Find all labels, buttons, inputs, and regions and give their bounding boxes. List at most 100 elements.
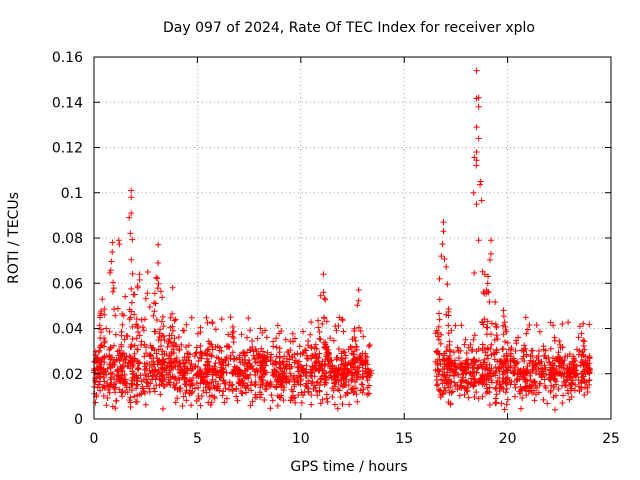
data-point [218, 316, 225, 323]
data-point [329, 385, 336, 392]
data-point [123, 353, 130, 360]
data-point [463, 379, 470, 386]
data-point [436, 388, 443, 395]
data-point [312, 341, 319, 348]
data-point [571, 387, 578, 394]
data-point [142, 363, 149, 370]
data-point [128, 341, 135, 348]
data-point [191, 385, 198, 392]
data-point [200, 387, 207, 394]
data-point [143, 360, 150, 367]
data-point [139, 324, 146, 331]
data-point [449, 360, 456, 367]
data-point [516, 388, 523, 395]
data-point [439, 380, 446, 387]
data-point [564, 387, 571, 394]
data-point [555, 349, 562, 356]
data-point [492, 385, 499, 392]
data-point [158, 318, 165, 325]
data-point [552, 406, 559, 413]
data-point [493, 323, 500, 330]
data-point [113, 372, 120, 379]
data-point [580, 337, 587, 344]
data-point [194, 330, 201, 337]
data-point [167, 338, 174, 345]
data-point [245, 360, 252, 367]
data-point [556, 370, 563, 377]
data-point [488, 237, 495, 244]
data-point [524, 326, 531, 333]
data-point [493, 332, 500, 339]
data-point [101, 353, 108, 360]
data-point [578, 384, 585, 391]
data-point [438, 376, 445, 383]
data-point [575, 377, 582, 384]
data-point [470, 189, 477, 196]
data-point [338, 350, 345, 357]
data-point [342, 392, 349, 399]
data-point [180, 393, 187, 400]
data-point [333, 327, 340, 334]
data-point [334, 386, 341, 393]
data-point [148, 358, 155, 365]
data-point [146, 385, 153, 392]
data-point [121, 336, 128, 343]
data-point [436, 296, 443, 303]
data-point [522, 314, 529, 321]
data-point [211, 395, 218, 402]
data-point [288, 373, 295, 380]
data-point [348, 344, 355, 351]
data-point [201, 366, 208, 373]
data-point [94, 355, 100, 362]
data-point [342, 362, 349, 369]
data-point [155, 241, 162, 248]
data-points [91, 67, 593, 413]
data-point [208, 392, 215, 399]
data-point [467, 341, 474, 348]
data-point [559, 382, 566, 389]
data-point [528, 381, 535, 388]
data-point [159, 313, 166, 320]
data-point [122, 293, 129, 300]
data-point [261, 396, 268, 403]
data-point [349, 336, 356, 343]
data-point [550, 375, 557, 382]
data-point [106, 269, 113, 276]
data-point [128, 187, 135, 194]
x-tick-label: 10 [292, 431, 310, 447]
data-point [353, 343, 360, 350]
data-point [153, 350, 160, 357]
data-point [448, 327, 455, 334]
data-point [326, 358, 333, 365]
data-point [187, 361, 194, 368]
data-point [481, 345, 488, 352]
data-point [134, 381, 141, 388]
data-point [187, 382, 194, 389]
x-axis-label: GPS time / hours [290, 459, 407, 475]
data-point [143, 350, 150, 357]
data-point [254, 359, 261, 366]
data-point [209, 320, 216, 327]
data-point [101, 306, 108, 313]
data-point [323, 345, 330, 352]
data-point [432, 367, 439, 374]
data-point [313, 379, 320, 386]
data-point [492, 400, 499, 407]
data-point [523, 330, 530, 337]
data-point [363, 354, 370, 361]
data-point [353, 356, 360, 363]
data-point [486, 401, 493, 408]
data-point [267, 405, 274, 412]
data-point [249, 398, 256, 405]
data-point [456, 392, 463, 399]
data-point [580, 342, 587, 349]
data-point [314, 392, 321, 399]
data-point [339, 317, 346, 324]
data-point [504, 339, 511, 346]
data-point [153, 317, 160, 324]
data-point [127, 314, 134, 321]
data-point [501, 406, 508, 413]
data-point [233, 393, 240, 400]
data-point [445, 330, 452, 337]
data-point [492, 370, 499, 377]
